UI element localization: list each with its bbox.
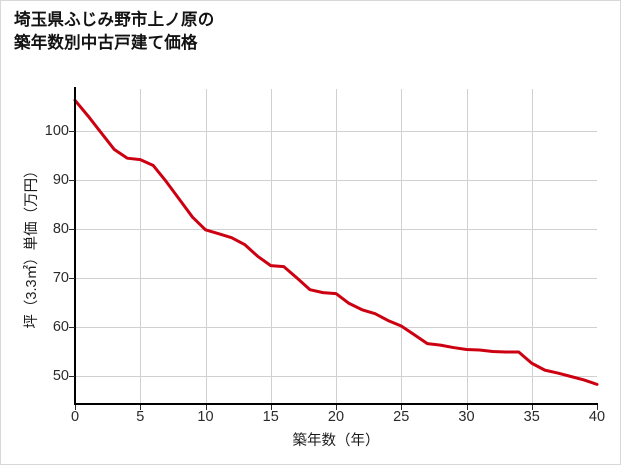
x-tick-label-10: 10: [197, 409, 214, 425]
y-tick-label-60: 60: [52, 318, 69, 335]
y-tick-label-50: 50: [52, 368, 69, 385]
gridline-x-15: [270, 89, 272, 403]
y-tick-90: [69, 179, 75, 181]
gridline-x-20: [336, 89, 337, 403]
y-tick-100: [69, 130, 75, 132]
gridline-x-35: [531, 89, 533, 403]
x-tick-30: [466, 405, 468, 410]
data-series-line: [73, 98, 599, 386]
x-tick-15: [270, 405, 272, 410]
x-tick-label-5: 5: [136, 409, 145, 425]
x-tick-20: [336, 405, 337, 410]
gridline-x-25: [401, 89, 403, 403]
y-axis-label: 坪（3.3㎡）単価（万円）: [24, 163, 40, 329]
y-tick-60: [69, 326, 75, 328]
x-tick-40: [597, 405, 598, 410]
page-title: 埼玉県ふじみ野市上ノ原の 築年数別中古戸建て価格: [14, 11, 215, 53]
x-tick-0: [75, 405, 76, 410]
y-tick-80: [69, 228, 75, 230]
plot-area: [73, 89, 599, 403]
y-tick-50: [69, 376, 75, 378]
x-tick-label-30: 30: [458, 409, 475, 425]
x-tick-label-35: 35: [523, 409, 540, 425]
x-tick-label-0: 0: [70, 409, 80, 425]
x-tick-label-40: 40: [588, 409, 606, 425]
y-tick-label-70: 70: [52, 269, 69, 286]
y-axis-spine: [74, 87, 76, 405]
y-tick-label-90: 90: [52, 171, 69, 188]
x-tick-10: [205, 405, 207, 410]
x-tick-5: [140, 405, 142, 410]
gridline-x-5: [140, 89, 142, 403]
x-tick-35: [531, 405, 533, 410]
x-tick-label-15: 15: [262, 409, 279, 425]
gridline-x-10: [205, 89, 207, 403]
x-axis-label: 築年数（年）: [292, 433, 380, 449]
y-tick-label-80: 80: [52, 220, 69, 237]
x-tick-label-20: 20: [327, 409, 345, 425]
y-tick-label-100: 100: [44, 122, 69, 139]
x-axis-spine: [74, 403, 598, 405]
x-tick-label-25: 25: [393, 409, 410, 425]
y-tick-70: [69, 277, 75, 279]
x-tick-25: [401, 405, 403, 410]
gridline-x-30: [466, 89, 468, 403]
